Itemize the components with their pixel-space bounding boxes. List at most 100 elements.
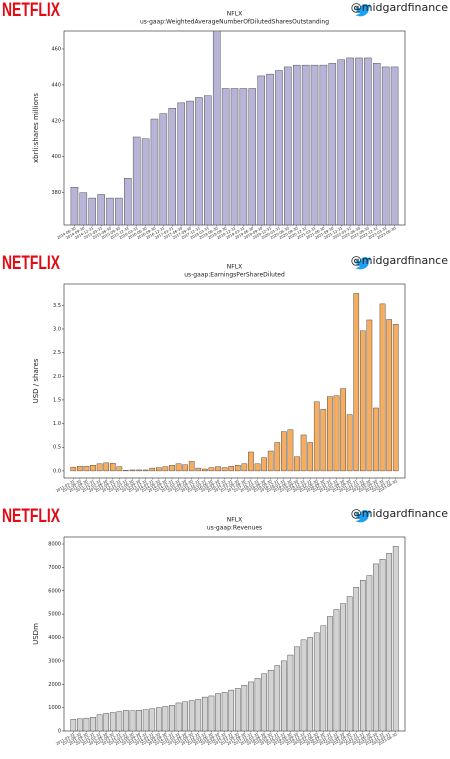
bar xyxy=(212,31,221,225)
bar xyxy=(188,461,195,472)
bar xyxy=(386,553,392,731)
handle: @midgardfinance xyxy=(351,507,448,520)
y-tick-label: 1.0 xyxy=(53,421,61,427)
y-tick-label: 440 xyxy=(51,82,61,88)
bar xyxy=(355,57,363,225)
bar xyxy=(353,587,360,731)
y-tick-label: 6000 xyxy=(48,588,61,594)
bar xyxy=(149,708,156,731)
y-tick-label: 400 xyxy=(51,154,61,160)
y-tick-label: 5000 xyxy=(48,612,61,618)
bar xyxy=(132,136,141,225)
bar xyxy=(328,63,337,225)
bar xyxy=(123,710,129,731)
bar xyxy=(83,717,90,731)
bar xyxy=(182,701,188,731)
bar xyxy=(149,467,156,472)
twitter-icon xyxy=(355,4,371,17)
bar xyxy=(124,178,132,225)
bar xyxy=(202,696,208,731)
bar xyxy=(103,462,110,472)
chart-subtitle: us-gaap:Revenues xyxy=(207,525,262,532)
bar xyxy=(215,466,221,472)
bar xyxy=(248,88,257,225)
bar xyxy=(228,465,235,472)
y-tick-label: 8000 xyxy=(48,542,61,548)
bar xyxy=(116,466,123,472)
bar xyxy=(70,187,79,225)
bar xyxy=(364,57,372,225)
bar xyxy=(228,689,235,731)
chart-subtitle: us-gaap:EarningsPerShareDiluted xyxy=(184,272,285,279)
bar xyxy=(77,465,83,472)
bar xyxy=(88,197,96,225)
bar xyxy=(340,603,346,731)
bar xyxy=(142,709,149,731)
bar xyxy=(142,469,149,472)
bar xyxy=(241,463,248,472)
bar xyxy=(320,625,327,731)
bar xyxy=(129,469,136,472)
bar xyxy=(195,467,202,472)
y-axis-label: USD / shares xyxy=(32,358,40,403)
bar xyxy=(116,711,123,731)
y-tick-label: 1000 xyxy=(48,705,61,711)
bar xyxy=(333,395,340,472)
bar xyxy=(307,442,314,472)
bar xyxy=(346,414,353,472)
bar xyxy=(346,57,354,225)
y-tick-label: 0 xyxy=(58,729,61,735)
y-tick-label: 2000 xyxy=(48,682,61,688)
bar xyxy=(106,197,114,225)
bar xyxy=(168,108,177,225)
bar xyxy=(115,197,123,225)
y-tick-label: 3000 xyxy=(48,658,61,664)
bar xyxy=(366,319,373,472)
bars xyxy=(70,546,399,731)
bar xyxy=(327,616,333,731)
bar xyxy=(337,59,345,225)
bar xyxy=(373,63,381,225)
bar xyxy=(109,463,116,472)
bar xyxy=(77,718,83,731)
bar xyxy=(284,66,292,225)
bar xyxy=(390,66,399,225)
bar xyxy=(359,580,366,731)
bar xyxy=(96,714,103,731)
bar xyxy=(195,699,202,731)
logo: NETFLIX xyxy=(2,253,60,274)
bar xyxy=(333,609,340,731)
y-tick-label: 4000 xyxy=(48,635,61,641)
bar xyxy=(70,466,77,472)
y-tick-label: 2.5 xyxy=(53,350,61,356)
bar xyxy=(292,64,301,225)
bar xyxy=(281,431,287,472)
bar xyxy=(313,401,320,472)
bar xyxy=(254,463,261,472)
chart-title: NFLX xyxy=(227,11,242,18)
bar xyxy=(195,97,203,225)
bar xyxy=(373,407,379,472)
bar xyxy=(319,64,328,225)
bar xyxy=(79,192,88,225)
bar xyxy=(353,293,360,472)
bar xyxy=(129,710,136,731)
chart-panel: NETFLIX @midgardfinance NFLXus-gaap:Revenu… xyxy=(2,506,448,746)
twitter-icon xyxy=(355,510,371,523)
bar xyxy=(327,396,333,472)
chart-title: NFLX xyxy=(227,517,242,524)
bar xyxy=(169,465,175,472)
y-tick-label: 3.5 xyxy=(53,303,61,309)
bar xyxy=(359,330,366,472)
chart-panel: NETFLIX @midgardfinance NFLXus-gaap:Earnin… xyxy=(2,253,448,493)
bar xyxy=(186,100,194,225)
bar xyxy=(379,303,386,472)
y-tick-label: 460 xyxy=(51,46,61,52)
bar xyxy=(392,324,399,472)
handle: @midgardfinance xyxy=(351,1,448,14)
bar xyxy=(275,70,283,225)
bar xyxy=(175,702,182,731)
bar xyxy=(136,469,142,472)
y-tick-label: 420 xyxy=(51,118,61,124)
